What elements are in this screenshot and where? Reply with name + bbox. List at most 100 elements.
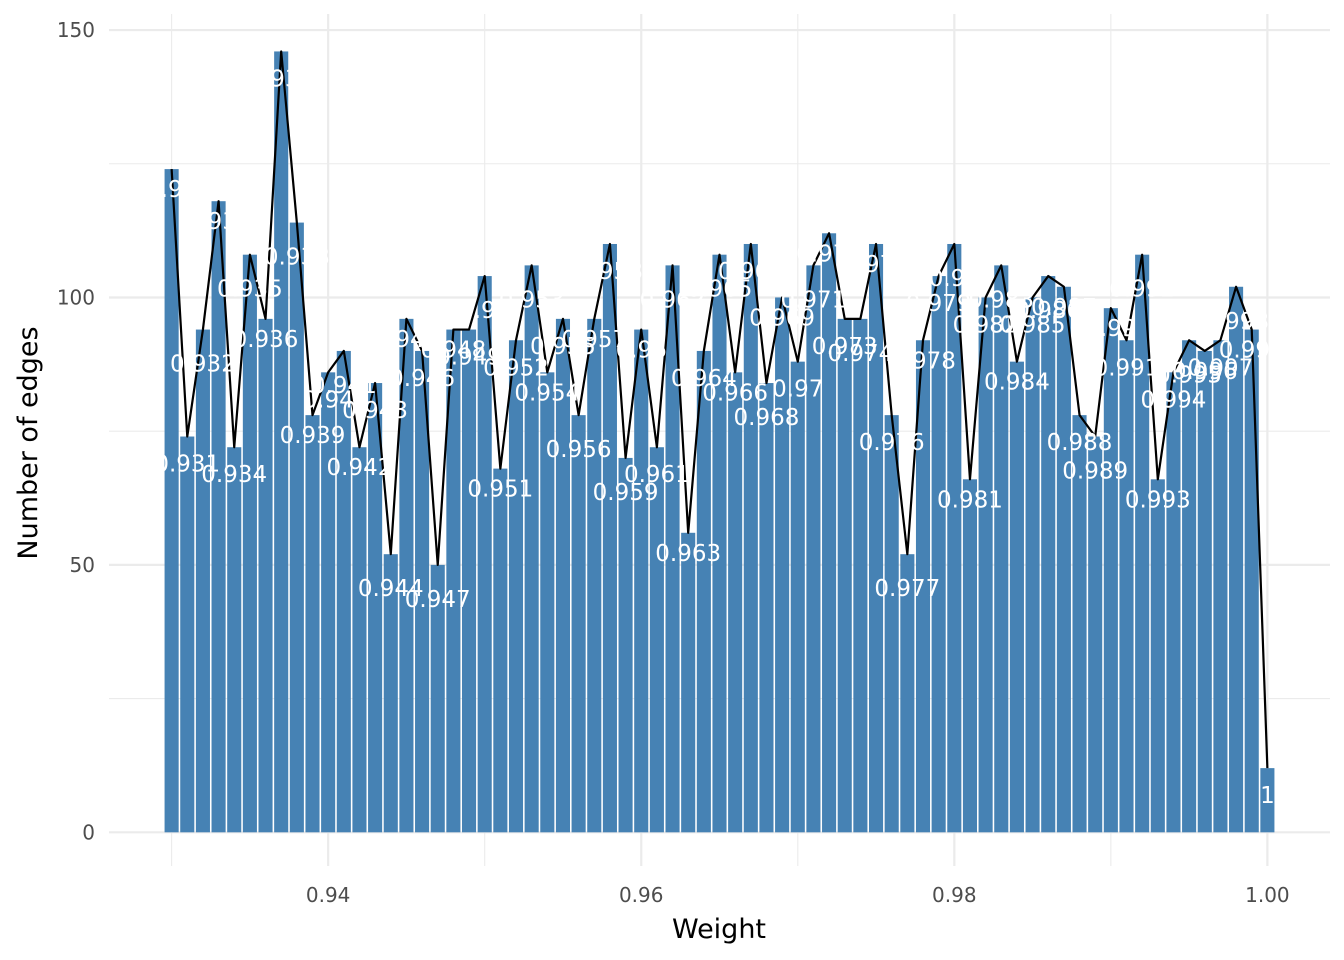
bar [383,554,398,833]
bar [837,318,852,833]
bar-value-label: 0.986 [1015,298,1081,324]
bar [555,318,571,833]
y-axis-title: Number of edges [13,326,44,559]
bar [368,383,383,833]
bar [884,415,899,833]
bar-value-label: 0.942 [327,455,393,481]
bar [211,201,226,833]
bar-value-label: 0.975 [843,252,909,278]
bar-value-label: 0.998 [1203,309,1269,335]
bar [900,554,915,833]
x-tick-label: 0.94 [306,883,351,907]
bar [493,468,508,833]
bar-value-label: 0.936 [233,327,299,353]
bar-value-label: 0.96 [616,338,667,364]
x-tick-label: 0.98 [932,883,977,907]
bar-value-label: 0.944 [358,576,424,602]
bar [1197,350,1212,833]
bar [540,372,555,833]
bar-value-label: 0.946 [389,366,455,392]
y-tick-label: 0 [82,820,95,844]
bar [649,447,664,833]
bar [1166,372,1181,833]
bar [743,243,758,833]
bar-value-label: 0.949 [436,345,502,371]
bar [712,254,727,833]
bar-value-label: 0.97 [772,377,823,403]
bar [1103,308,1118,833]
bar [775,297,790,833]
y-tick-label: 150 [57,18,95,42]
bar [1088,436,1103,833]
bar-value-label: 0.997 [1187,355,1253,381]
bar-value-label: 0.993 [1125,487,1191,513]
bar-value-label: 0.938 [264,245,330,271]
bar-value-label: 0.979 [906,291,972,317]
bar [430,564,445,833]
bar [634,329,649,833]
bar [962,479,978,833]
bar-value-label: 0.958 [577,259,643,285]
bar-value-label: 0.964 [671,366,737,392]
bar-value-label: 0.978 [890,348,956,374]
bar [696,350,711,833]
bar [587,318,602,833]
bar [1182,340,1197,833]
bar-value-label: 0.981 [937,487,1003,513]
bar-value-label: 0.985 [1000,312,1066,338]
bar-value-label: 0.94 [303,387,354,413]
bar-value-label: 0.968 [734,405,800,431]
bar-value-label: 0.987 [1031,295,1097,321]
bar-value-label: 0.974 [827,341,893,367]
bar-value-label: 0.95 [459,298,510,324]
bar-value-label: 0.972 [796,241,862,267]
bar [180,436,195,833]
bar-value-label: 0.945 [373,327,439,353]
bar [336,350,351,833]
trend-line [170,50,1269,769]
bar [1213,340,1228,833]
bar [665,265,680,833]
bar [524,265,539,833]
bar-value-label: 0.937 [248,66,314,92]
bar [274,51,289,833]
bar-value-label: 0.954 [514,380,580,406]
bar [931,276,946,833]
bar [164,169,179,833]
y-tick-label: 100 [57,285,95,309]
bar-value-label: 0.999 [1219,338,1285,364]
bar-value-label: 0.931 [154,452,220,478]
x-tick-label: 1.00 [1245,883,1290,907]
bar-value-label: 0.983 [968,287,1034,313]
bar [1041,276,1056,833]
bar-value-label: 0.98 [929,266,980,292]
bar [508,340,524,833]
y-axis-ticks: 0 50 100 150 [57,18,95,844]
bar [258,318,273,833]
bar-value-label: 0.935 [217,277,283,303]
bar [822,233,837,833]
bar-value-label: 0.961 [624,462,690,488]
bar-value-label: 0.994 [1141,387,1207,413]
bar-value-label: 0.951 [467,477,533,503]
bar-value-label: 0.989 [1062,459,1128,485]
bar-value-label: 0.982 [953,312,1019,338]
bar-value-label: 0.965 [687,277,753,303]
bar-labels: 0.93 0.931 0.932 0.933 0.934 0.935 0.936 0.937 0… [146,66,1285,809]
bar [1135,254,1150,833]
bar [305,415,320,833]
bar-value-label: 0.953 [499,287,565,313]
bar-value-label: 1 [1260,783,1275,809]
bar [1229,286,1244,833]
bar [618,457,633,833]
bar-value-label: 0.947 [405,587,471,613]
bar [853,318,868,833]
bar-value-label: 0.963 [655,541,721,567]
bar [477,276,492,833]
bar-value-label: 0.969 [749,305,815,331]
bar [868,243,884,833]
bar-value-label: 0.932 [170,352,236,378]
bar [1072,415,1087,833]
bar [1056,286,1071,833]
